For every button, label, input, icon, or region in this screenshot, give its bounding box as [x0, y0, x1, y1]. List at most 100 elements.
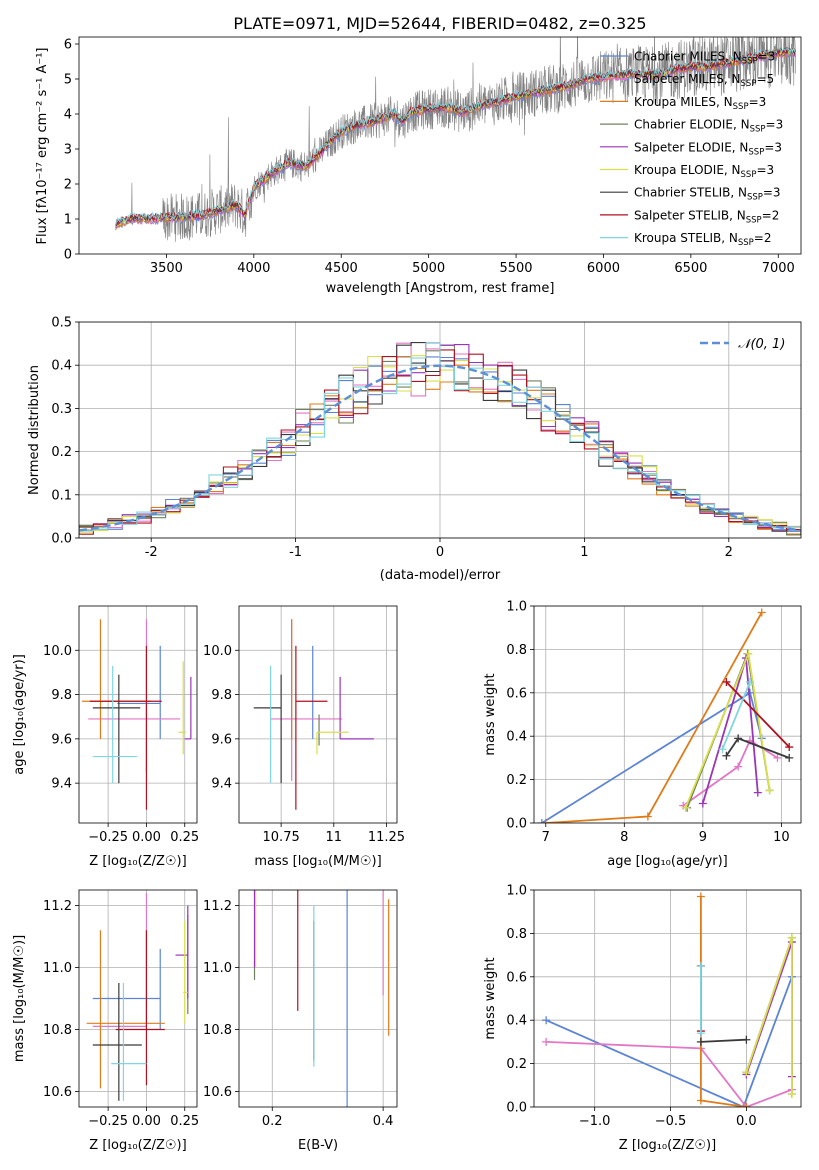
x-tick-label: 7000 — [762, 261, 795, 276]
legend-sub: SSP — [738, 238, 754, 248]
legend-label: Salpeter ELODIE, NSSP=3 — [634, 140, 782, 157]
legend-name: Chabrier STELIB, N — [634, 186, 747, 200]
error-point — [92, 665, 138, 784]
weight-line — [700, 1038, 747, 1043]
grid — [239, 890, 397, 1107]
axes-spine — [533, 605, 802, 824]
panel-mass_vs_Z: −0.25 0.00 0.25 10.6 10.8 11.0 11.2 Z [log₁₀(Z/… — [12, 889, 199, 1153]
weight-marker — [744, 649, 753, 658]
weight-marker — [696, 892, 705, 901]
x-tick-label: 0.2 — [262, 1114, 283, 1129]
legend-label: Kroupa STELIB, NSSP=2 — [634, 231, 772, 248]
y-tick-label: 0.0 — [51, 532, 72, 547]
weight-marker — [696, 1029, 705, 1038]
model-spectrum — [115, 46, 796, 225]
grid — [79, 606, 197, 823]
x-axis-label: age [log₁₀(age/yr)] — [607, 854, 728, 869]
x-tick-label: 11 — [326, 830, 343, 845]
axes-spine — [238, 605, 398, 824]
legend-sub: SSP — [733, 102, 749, 112]
x-tick-label: 0 — [436, 545, 444, 560]
figure-title: PLATE=0971, MJD=52644, FIBERID=0482, z=0… — [233, 14, 646, 33]
error-point — [184, 676, 192, 740]
legend-label: Chabrier ELODIE, NSSP=3 — [634, 118, 783, 135]
error-point — [88, 619, 181, 773]
panel-weight_vs_age: 7 8 9 10 0.0 0.2 0.4 0.6 0.8 1.0 age [log₁₀(age/yr… — [483, 600, 802, 869]
y-tick-label: 3 — [64, 143, 72, 158]
weight-marker — [765, 786, 774, 795]
weight-marker — [734, 762, 743, 771]
x-tick-label: 2 — [725, 545, 733, 560]
x-tick-label: 4000 — [237, 261, 270, 276]
y-tick-label: 10.8 — [203, 1023, 232, 1038]
axes-frame: 10.75 11 11.25 9.4 9.6 9.8 10.0 mass [log₁₀(M/M… — [203, 605, 405, 869]
plot-area — [239, 890, 397, 1107]
x-axis-label: Z [log₁₀(Z/Z☉)] — [89, 1138, 186, 1153]
x-axis-label: (data-model)/error — [380, 568, 501, 583]
x-tick-label: -2 — [145, 545, 158, 560]
error-point — [178, 661, 187, 755]
weight-marker — [681, 803, 690, 812]
error-point — [92, 948, 161, 1030]
y-tick-label: 0.2 — [506, 1057, 527, 1072]
weight-line — [546, 1041, 793, 1107]
residual-histogram — [79, 342, 801, 532]
y-tick-label: 0.0 — [506, 1101, 527, 1116]
legend-name: Chabrier MILES, N — [634, 50, 742, 64]
error-point — [339, 676, 374, 740]
legend-name: Salpeter STELIB, N — [634, 208, 746, 222]
x-tick-label: −0.5 — [655, 1114, 687, 1129]
x-tick-label: 8 — [620, 830, 628, 845]
weight-marker — [722, 677, 731, 686]
weight-line — [745, 941, 793, 1077]
axes-spine — [238, 889, 398, 1108]
x-tick-label: 3500 — [150, 261, 183, 276]
legend-label: 𝒩(0, 1) — [738, 337, 785, 352]
weight-marker — [734, 734, 743, 743]
weight-marker — [696, 1037, 705, 1046]
x-tick-label: 0.00 — [132, 830, 161, 845]
x-tick-label: -1 — [289, 545, 302, 560]
grid — [239, 606, 397, 823]
plot-area — [534, 890, 801, 1107]
panel-mass_vs_EBV: 0.2 0.4 10.6 10.8 11.0 11.2 E(B-V) — [203, 889, 398, 1153]
y-tick-label: 11.2 — [43, 899, 72, 914]
plot-area — [239, 606, 397, 823]
weight-marker — [541, 819, 550, 823]
y-tick-label: 0.4 — [506, 1014, 527, 1029]
weight-marker — [787, 933, 796, 942]
x-tick-label: 5000 — [412, 261, 445, 276]
weight-marker — [542, 1016, 551, 1025]
error-point — [82, 619, 152, 739]
axes-frame: 7 8 9 10 0.0 0.2 0.4 0.6 0.8 1.0 age [log₁₀(age/yr… — [483, 600, 802, 869]
weight-marker — [537, 819, 546, 823]
x-tick-label: 1 — [580, 545, 588, 560]
weight-marker — [742, 1103, 751, 1107]
weight-marker — [542, 1037, 551, 1046]
weight-line — [545, 976, 793, 1107]
legend-sub: SSP — [741, 170, 757, 180]
legend-value: =3 — [764, 140, 782, 154]
y-tick-label: 10.6 — [203, 1085, 232, 1100]
legend-value: =2 — [754, 231, 772, 245]
weight-marker — [696, 1096, 705, 1105]
y-tick-label: 0.3 — [51, 402, 72, 417]
weight-line — [721, 681, 751, 750]
legend-label: Salpeter STELIB, NSSP=2 — [634, 208, 779, 225]
weight-line — [725, 737, 790, 759]
axes-spine — [533, 889, 802, 1108]
weight-marker — [785, 753, 794, 762]
weight-marker — [722, 751, 731, 760]
error-point — [175, 905, 189, 999]
legend-value: =3 — [756, 163, 774, 177]
legend-value: =3 — [749, 95, 767, 109]
grid — [534, 606, 801, 823]
x-tick-label: 0.4 — [373, 1114, 394, 1129]
x-tick-label: 6500 — [674, 261, 707, 276]
y-tick-label: 0.4 — [506, 730, 527, 745]
legend-label: Salpeter MILES, NSSP=5 — [634, 72, 774, 89]
legend-name: Salpeter MILES, N — [634, 72, 741, 86]
y-tick-label: 0.6 — [506, 970, 527, 985]
y-tick-label: 11.2 — [203, 899, 232, 914]
